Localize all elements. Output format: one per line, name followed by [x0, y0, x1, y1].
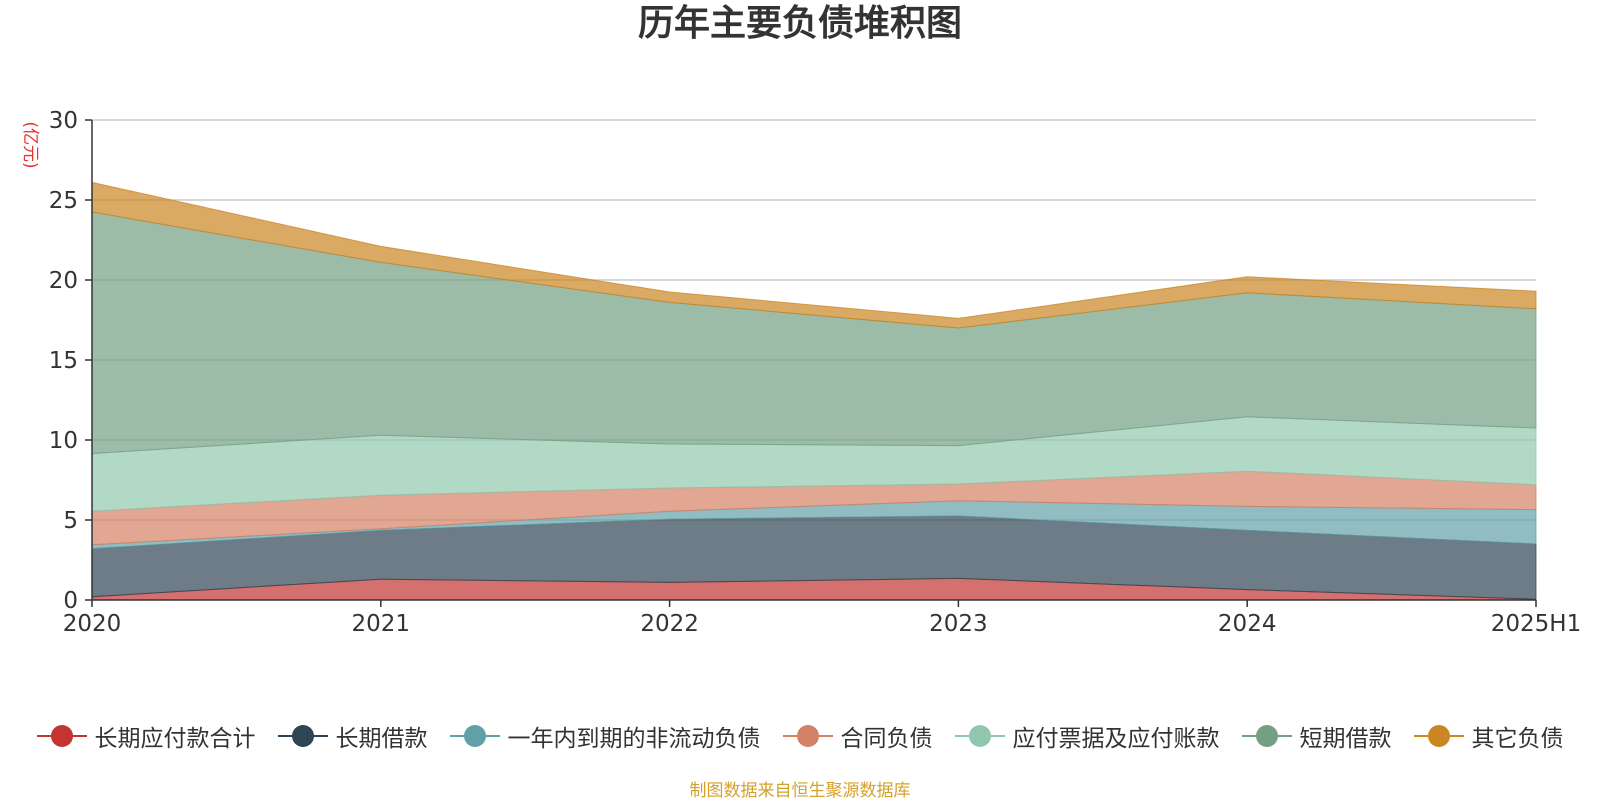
legend-circle-icon	[782, 725, 833, 747]
legend-item[interactable]: 应付票据及应付账款	[954, 719, 1220, 753]
legend-circle-icon	[449, 725, 500, 747]
y-tick-label: 25	[49, 188, 78, 214]
area-series	[91, 181, 1537, 601]
x-tick-label: 2025H1	[1491, 611, 1581, 637]
x-tick-label: 2023	[929, 611, 988, 637]
legend-circle-icon	[36, 725, 87, 747]
x-tick-label: 2020	[63, 611, 122, 637]
series-area	[91, 181, 1537, 329]
chart-plot: 0 5 10 15 20 25 30 2020 2021 2022 2023 2024 2025H1 (…	[20, 108, 1582, 637]
y-tick-label: 0	[63, 588, 78, 614]
legend-item[interactable]: 短期借款	[1241, 719, 1392, 753]
legend-label: 短期借款	[1299, 726, 1392, 752]
x-tick-label: 2022	[640, 611, 699, 637]
legend-label: 一年内到期的非流动负债	[507, 726, 761, 752]
y-tick-label: 30	[49, 108, 78, 134]
legend-circle-icon	[277, 725, 328, 747]
axes: 0 5 10 15 20 25 30 2020 2021 2022 2023 2024 2025H1	[49, 108, 1582, 637]
source-note: 制图数据来自恒生聚源数据库	[689, 781, 911, 801]
legend-label: 应付票据及应付账款	[1012, 726, 1220, 752]
legend-label: 长期借款	[335, 726, 428, 752]
y-tick-label: 10	[49, 428, 78, 454]
legend-item[interactable]: 其它负债	[1413, 719, 1564, 753]
legend-item[interactable]: 一年内到期的非流动负债	[449, 719, 761, 753]
legend-circle-icon	[1413, 725, 1464, 747]
x-tick-label: 2021	[352, 611, 411, 637]
y-tick-label: 15	[49, 348, 78, 374]
legend-circle-icon	[1241, 725, 1292, 747]
y-axis-unit-label: (亿元)	[20, 121, 40, 168]
legend-label: 长期应付款合计	[94, 726, 256, 752]
legend-label: 合同负债	[840, 726, 933, 752]
legend-circle-icon	[954, 725, 1005, 747]
x-tick-label: 2024	[1218, 611, 1277, 637]
chart-title: 历年主要负债堆积图	[637, 3, 962, 44]
legend-item[interactable]: 合同负债	[782, 719, 933, 753]
legend: 长期应付款合计 长期借款 一年内到期的非流动负债 合同负债 应付票据及应付账款 短期借款 其…	[0, 716, 1600, 756]
legend-item[interactable]: 长期借款	[277, 719, 428, 753]
y-tick-label: 5	[63, 508, 78, 534]
y-tick-label: 20	[49, 268, 78, 294]
legend-item[interactable]: 长期应付款合计	[36, 719, 256, 753]
legend-label: 其它负债	[1471, 726, 1564, 752]
